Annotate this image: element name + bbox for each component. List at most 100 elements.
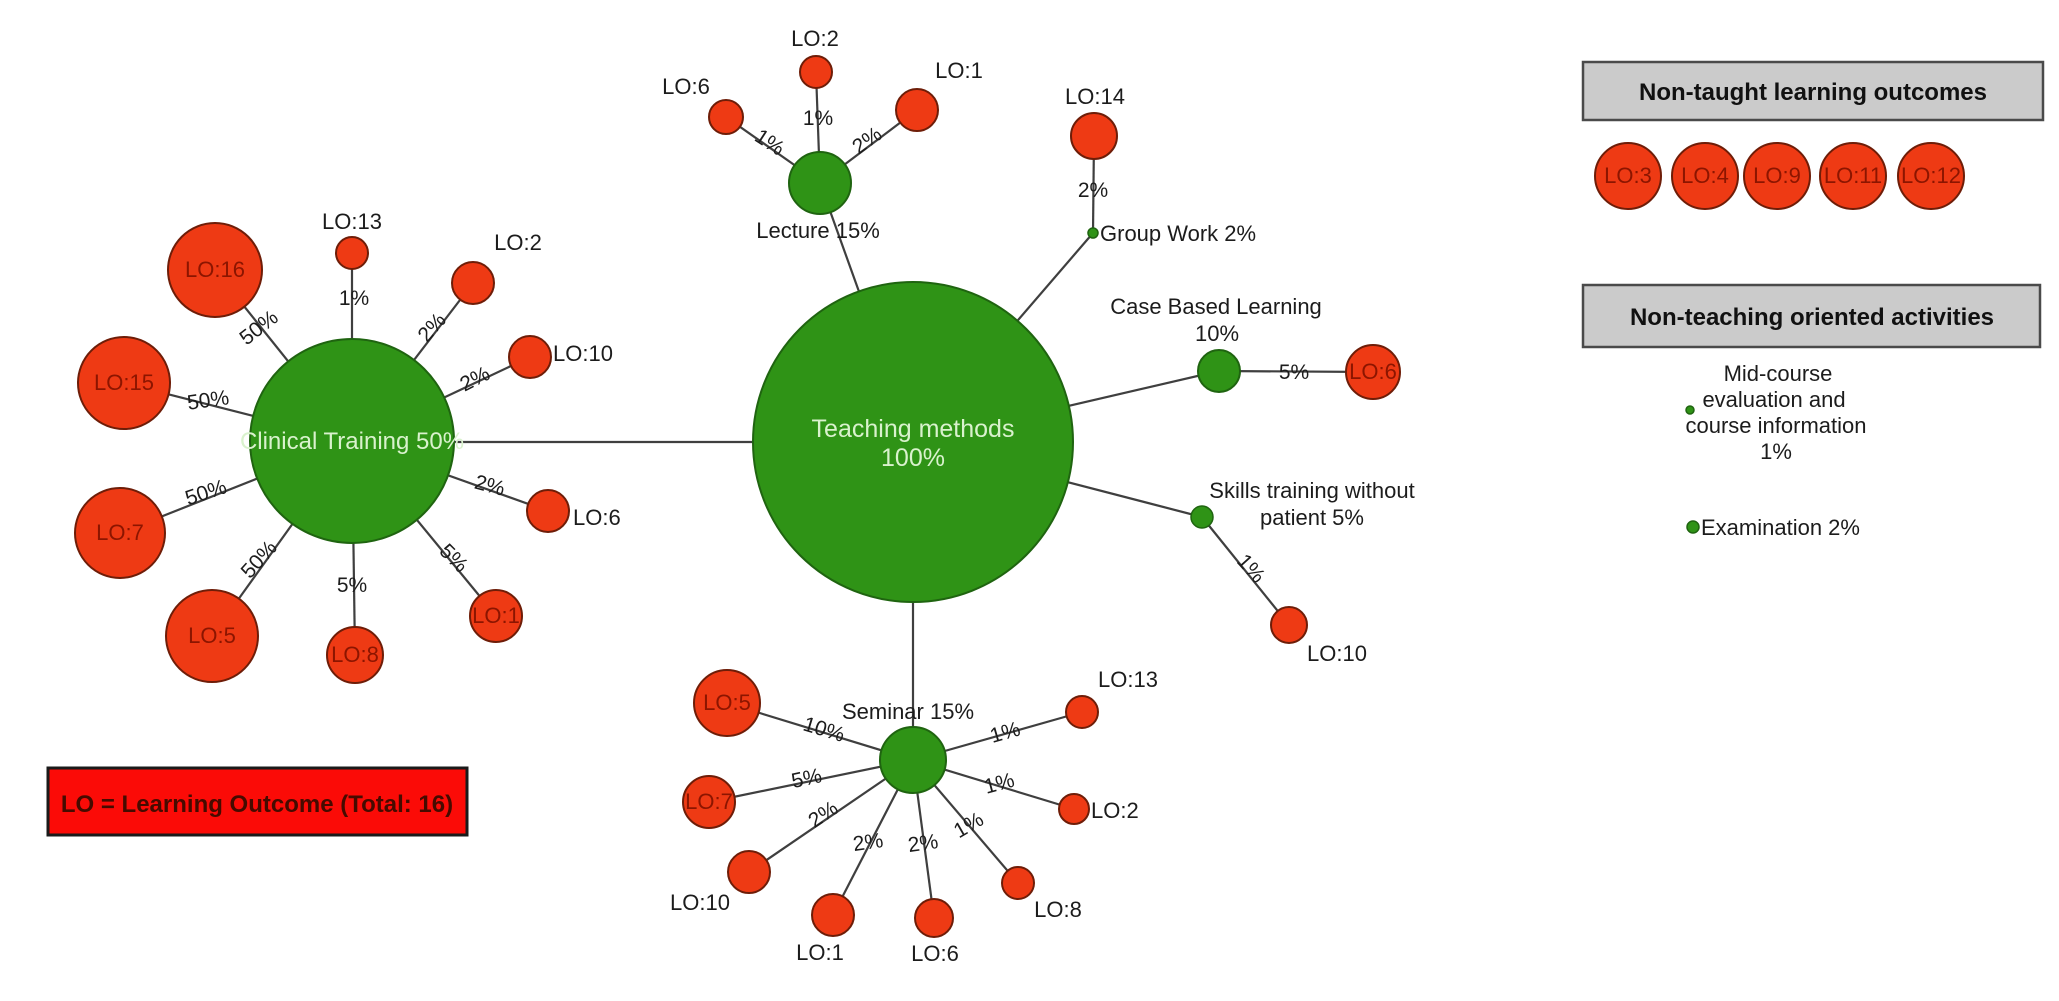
seminar-lo7-label: LO:7 bbox=[685, 789, 733, 814]
edge-skills-lo10 bbox=[1201, 516, 1290, 626]
skills-lo10-circle bbox=[1270, 606, 1308, 644]
legend-lo12-label: LO:12 bbox=[1901, 163, 1961, 188]
legend-non-teaching: Non-teaching oriented activities Mid-cou… bbox=[1581, 283, 2042, 540]
seminar-lo8-circle bbox=[1001, 866, 1035, 900]
mid-course-line3: course information bbox=[1686, 413, 1867, 438]
skills-lo10-label: LO:10 bbox=[1307, 641, 1367, 666]
seminar-lo6-circle bbox=[914, 898, 954, 938]
lecture-lo1-label: LO:1 bbox=[935, 58, 983, 83]
groupwork-lo14-label: LO:14 bbox=[1065, 84, 1125, 109]
casebased-lo6-label: LO:6 bbox=[1349, 359, 1397, 384]
clinical-lo5-label: LO:5 bbox=[188, 623, 236, 648]
clinical-lo10-label: LO:10 bbox=[553, 341, 613, 366]
seminar-lo13-circle bbox=[1065, 695, 1099, 729]
cluster-seminar: Seminar 15% LO:5 10% LO:7 5% LO:10 2% LO… bbox=[670, 667, 1158, 966]
legend-lo11-label: LO:11 bbox=[1824, 163, 1882, 188]
seminar-hub-circle bbox=[879, 726, 947, 794]
seminar-lo7-circle bbox=[682, 775, 736, 829]
lecture-hub-circle bbox=[788, 151, 852, 215]
seminar-lo6-label: LO:6 bbox=[911, 941, 959, 966]
seminar-lo1-pct: 2% bbox=[851, 829, 884, 856]
clinical-lo2-pct: 2% bbox=[413, 309, 450, 347]
seminar-lo5-pct: 10% bbox=[800, 713, 847, 747]
non-taught-header-title: Non-taught learning outcomes bbox=[1639, 79, 1987, 106]
clinical-lo2-label: LO:2 bbox=[494, 230, 542, 255]
legend-lo4-label: LO:4 bbox=[1681, 163, 1729, 188]
seminar-lo6-pct: 2% bbox=[906, 830, 939, 857]
seminar-lo2-label: LO:2 bbox=[1091, 798, 1139, 823]
clinical-lo6-pct: 2% bbox=[472, 471, 507, 501]
seminar-lo7-pct: 5% bbox=[789, 764, 823, 793]
clinical-lo8-circle bbox=[326, 626, 384, 684]
seminar-lo10-circle bbox=[727, 850, 771, 894]
legend-lo9-circle bbox=[1743, 142, 1811, 210]
legend-lo3-label: LO:3 bbox=[1604, 163, 1652, 188]
cluster-skills-training: Skills training without patient 5% LO:10… bbox=[1190, 478, 1415, 666]
edge-seminar-lo7 bbox=[708, 758, 914, 804]
casebased-lo6-pct: 5% bbox=[1279, 361, 1309, 384]
teaching-methods-label-line2: 100% bbox=[881, 444, 945, 472]
clinical-lo15-circle bbox=[77, 336, 171, 430]
seminar-hub-label: Seminar 15% bbox=[842, 699, 974, 724]
mid-course-dot bbox=[1685, 405, 1695, 415]
casebased-hub-circle bbox=[1197, 349, 1241, 393]
cluster-group-work: Group Work 2% LO:14 2% bbox=[1065, 84, 1256, 246]
lecture-lo2-label: LO:2 bbox=[791, 26, 839, 51]
clinical-lo5-pct: 50% bbox=[237, 536, 282, 583]
legend-lo3-circle bbox=[1594, 142, 1662, 210]
clinical-lo6-circle bbox=[526, 489, 570, 533]
groupwork-lo14-circle bbox=[1070, 112, 1118, 160]
clinical-lo6-label: LO:6 bbox=[573, 505, 621, 530]
footnote-box bbox=[46, 766, 469, 837]
cluster-clinical-training: Clinical Training 50% LO:16 50% LO:13 1%… bbox=[74, 209, 621, 684]
footnote-text: LO = Learning Outcome (Total: 16) bbox=[61, 791, 453, 818]
clinical-lo13-circle bbox=[335, 236, 369, 270]
clinical-lo8-pct: 5% bbox=[337, 574, 367, 597]
lecture-lo1-circle bbox=[895, 88, 939, 132]
examination-dot bbox=[1686, 520, 1700, 534]
clinical-lo7-label: LO:7 bbox=[96, 520, 144, 545]
lecture-lo6-pct: 1% bbox=[751, 125, 789, 161]
lecture-hub-label: Lecture 15% bbox=[756, 218, 880, 243]
casebased-title: Case Based Learning bbox=[1110, 294, 1322, 319]
lecture-lo1-pct: 2% bbox=[848, 123, 886, 159]
footnote: LO = Learning Outcome (Total: 16) bbox=[46, 766, 469, 837]
skills-hub-dot bbox=[1190, 505, 1214, 529]
clinical-lo13-label: LO:13 bbox=[322, 209, 382, 234]
skills-lo10-pct: 1% bbox=[1232, 550, 1269, 588]
mid-course-line4: 1% bbox=[1760, 439, 1792, 464]
skills-title-line1: Skills training without bbox=[1209, 478, 1414, 503]
seminar-lo13-pct: 1% bbox=[987, 718, 1023, 748]
mid-course-line1: Mid-course bbox=[1724, 361, 1833, 386]
lecture-lo6-label: LO:6 bbox=[662, 74, 710, 99]
groupwork-hub-label: Group Work 2% bbox=[1100, 221, 1256, 246]
non-teaching-header-title: Non-teaching oriented activities bbox=[1630, 304, 1994, 331]
non-teaching-header-box bbox=[1581, 283, 2042, 349]
clinical-lo10-circle bbox=[508, 335, 552, 379]
non-taught-header-box bbox=[1581, 60, 2045, 122]
legend-lo11-circle bbox=[1819, 142, 1887, 210]
seminar-lo2-pct: 1% bbox=[982, 769, 1017, 799]
clinical-lo1-label: LO:1 bbox=[472, 603, 520, 628]
clinical-lo1-circle bbox=[469, 589, 523, 643]
groupwork-lo14-pct: 2% bbox=[1078, 179, 1108, 202]
skills-title-line2: patient 5% bbox=[1260, 505, 1364, 530]
clinical-lo16-pct: 50% bbox=[235, 306, 282, 350]
clinical-hub-circle bbox=[249, 338, 455, 544]
lecture-lo2-pct: 1% bbox=[803, 107, 833, 130]
seminar-lo1-circle bbox=[811, 893, 855, 937]
teaching-methods-label-line1: Teaching methods bbox=[812, 415, 1015, 443]
lecture-lo2-circle bbox=[799, 55, 833, 89]
clinical-hub-label: Clinical Training 50% bbox=[240, 428, 464, 455]
groupwork-hub-dot bbox=[1087, 227, 1099, 239]
seminar-lo1-label: LO:1 bbox=[796, 940, 844, 965]
seminar-lo8-pct: 1% bbox=[950, 808, 988, 843]
clinical-lo5-circle bbox=[165, 589, 259, 683]
seminar-lo5-circle bbox=[693, 669, 761, 737]
clinical-lo1-pct: 5% bbox=[435, 540, 473, 578]
seminar-lo10-label: LO:10 bbox=[670, 890, 730, 915]
clinical-lo15-label: LO:15 bbox=[94, 370, 154, 395]
clinical-lo10-pct: 2% bbox=[456, 362, 493, 396]
